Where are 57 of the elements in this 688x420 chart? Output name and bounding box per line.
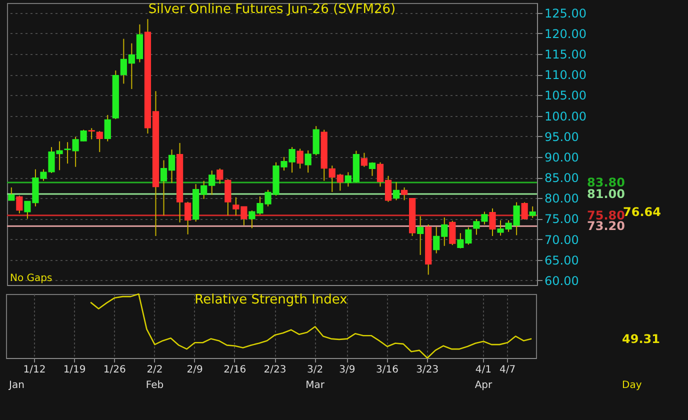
candlestick: [8, 186, 15, 201]
y-tick-label: 60.00: [544, 274, 579, 288]
candlestick: [360, 152, 368, 168]
annotation: No Gaps: [10, 273, 52, 284]
x-tick-label: 2/2: [146, 364, 163, 376]
ref-line-label: 83.80: [587, 175, 625, 190]
x-tick-label: 4/7: [499, 364, 516, 376]
text: Feb: [146, 380, 164, 391]
candlestick: [224, 178, 232, 216]
text: Apr: [474, 380, 494, 391]
candlestick: [216, 168, 224, 184]
x-tick-label: 1/19: [63, 364, 86, 376]
x-tick-label: 1/26: [103, 364, 126, 376]
x-tick-label: 3/16: [376, 364, 398, 376]
x-tick-label: 1/12: [23, 364, 46, 376]
y-tick-label: 110.00: [544, 68, 586, 82]
text: 76.64: [623, 204, 661, 219]
candlestick: [489, 208, 496, 237]
candlestick: [400, 186, 408, 201]
y-tick-label: 125.00: [544, 6, 586, 20]
candlestick: [88, 128, 95, 140]
y-tick-label: 85.00: [544, 171, 579, 186]
candlestick: [296, 148, 304, 169]
x-tick-label: 3/9: [339, 364, 356, 376]
candlestick: [368, 162, 376, 176]
x-tick-label: 2/16: [224, 364, 246, 376]
candlestick: [521, 202, 528, 220]
text: Jan: [8, 380, 24, 391]
chart-title: Silver Online Futures Jun-26 (SVFM26): [148, 2, 396, 17]
text: Day: [622, 380, 642, 391]
candlestick: [96, 130, 103, 153]
text: Mar: [306, 380, 326, 391]
chart-title: Relative Strength Index: [194, 292, 348, 308]
y-tick-label: 90.00: [544, 150, 579, 164]
x-tick-label: 2/9: [186, 364, 203, 376]
candlestick: [184, 201, 192, 235]
y-tick-label: 115.00: [544, 48, 586, 62]
candlestick: [449, 220, 456, 246]
y-tick-label: 105.00: [544, 88, 586, 103]
y-tick-label: 100.00: [544, 109, 586, 124]
x-tick-label: 2/23: [264, 364, 286, 376]
candlestick: [417, 216, 424, 256]
y-tick-label: 120.00: [544, 26, 586, 41]
x-tick-label: 3/23: [416, 364, 439, 376]
x-tick-label: 4/1: [475, 364, 492, 376]
y-tick-label: 70.00: [544, 232, 579, 247]
x-tick-label: 3/2: [307, 364, 324, 376]
candlestick: [392, 182, 400, 201]
candlestick: [529, 206, 536, 218]
y-tick-label: 95.00: [544, 130, 579, 144]
candlestick: [104, 114, 111, 142]
y-tick-label: 65.00: [544, 253, 579, 268]
ref-line-label: 81.00: [587, 187, 625, 202]
y-tick-label: 80.00: [544, 192, 579, 206]
candlestick: [16, 195, 23, 214]
y-tick-label: 75.00: [544, 212, 579, 226]
text: 49.31: [622, 332, 660, 346]
